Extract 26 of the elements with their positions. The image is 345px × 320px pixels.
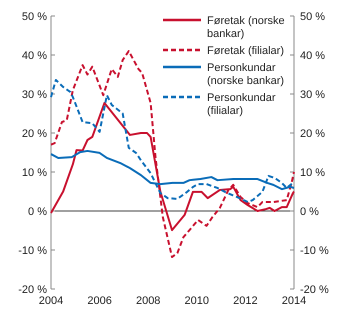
y2-tick-label: -20 %	[300, 284, 329, 296]
y-tick-label: -20 %	[18, 284, 48, 296]
x-tick-label: 2010	[184, 295, 210, 307]
x-tick-label: 2012	[233, 295, 258, 307]
y-tick-label: 30 %	[22, 88, 48, 101]
x-tick-label: 2006	[87, 295, 112, 307]
legend-label: Personkundar (filialar)	[207, 92, 276, 117]
y2-tick-label: 10 %	[300, 166, 326, 179]
y2-tick-label: 50 %	[300, 10, 326, 23]
y2-tick-label: 30 %	[300, 88, 326, 101]
y2-tick-label: 0 %	[300, 206, 320, 218]
x-tick-label: 2004	[38, 295, 64, 307]
y2-tick-label: -10 %	[300, 244, 329, 257]
x-tick-label: 2008	[136, 295, 160, 307]
legend-label: Personkundar (norske bankar)	[207, 62, 284, 87]
x-tick-label: 2014	[282, 295, 306, 307]
y-tick-label: 0 %	[28, 206, 48, 218]
legend-label: Føretak (filialar)	[207, 44, 284, 57]
y-tick-label: 50 %	[22, 10, 48, 23]
y2-tick-label: 40 %	[300, 50, 326, 62]
y-tick-label: 20 %	[22, 128, 48, 140]
legend-label: Føretak (norske bankar)	[207, 14, 285, 40]
y2-tick-label: 20 %	[300, 128, 326, 140]
y-tick-label: 10 %	[22, 166, 48, 179]
y-tick-label: -10 %	[18, 244, 48, 257]
y-tick-label: 40 %	[22, 50, 48, 62]
